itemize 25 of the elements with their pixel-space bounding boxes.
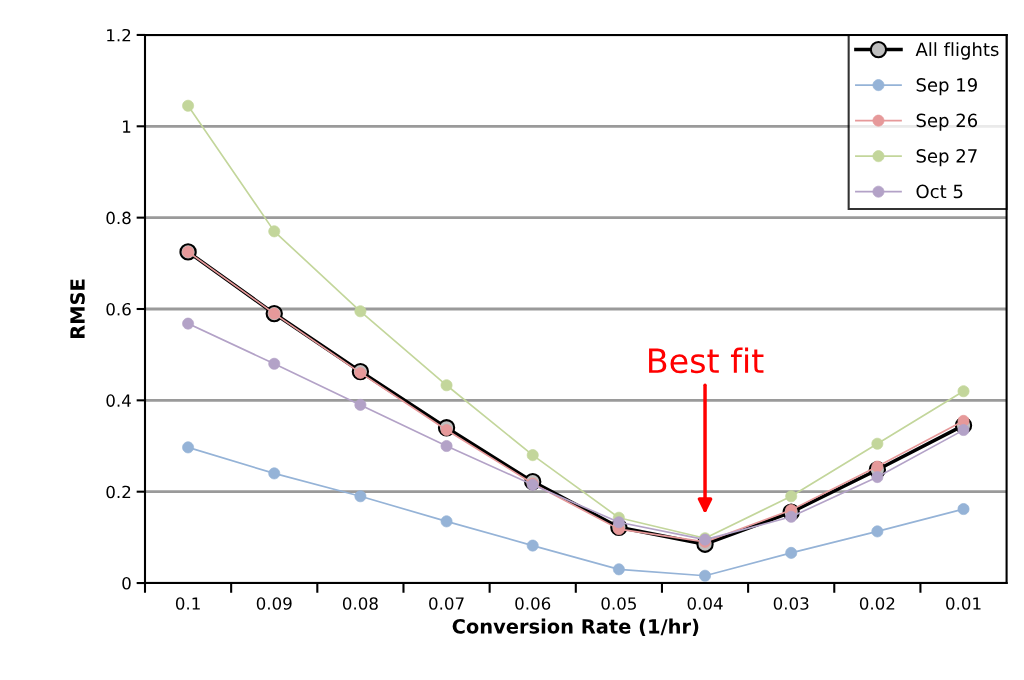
y-tick-label: 1 xyxy=(123,120,131,133)
y-axis-title: RMSE xyxy=(70,279,85,339)
x-tick-label: 0.01 xyxy=(946,597,981,610)
x-tick-label: 0.06 xyxy=(515,597,551,610)
x-tick-label: 0.07 xyxy=(429,597,464,610)
legend-label: Sep 19 xyxy=(916,78,977,96)
legend-label: Sep 26 xyxy=(916,113,978,131)
x-tick-label: 0.03 xyxy=(773,597,809,610)
x-tick-label: 0.1 xyxy=(175,597,200,610)
x-axis-title: Conversion Rate (1/hr) xyxy=(452,618,699,636)
x-tick-label: 0.04 xyxy=(687,597,723,610)
legend-label: All flights xyxy=(915,42,999,60)
y-tick-label: 0 xyxy=(122,576,131,590)
y-tick-label: 0.4 xyxy=(106,394,131,407)
x-tick-label: 0.09 xyxy=(256,597,292,610)
y-tick-label: 0.2 xyxy=(106,485,131,499)
annotation: Best fit xyxy=(649,347,764,374)
x-tick-label: 0.02 xyxy=(859,597,895,610)
y-tick-label: 0.6 xyxy=(106,302,131,316)
y-tick-label: 0.8 xyxy=(106,211,131,225)
x-tick-label: 0.08 xyxy=(342,597,378,610)
y-tick-label: 1.2 xyxy=(107,28,131,42)
x-tick-label: 0.05 xyxy=(601,597,636,610)
legend-label: Oct 5 xyxy=(916,184,963,199)
legend-label: Sep 27 xyxy=(916,149,977,167)
